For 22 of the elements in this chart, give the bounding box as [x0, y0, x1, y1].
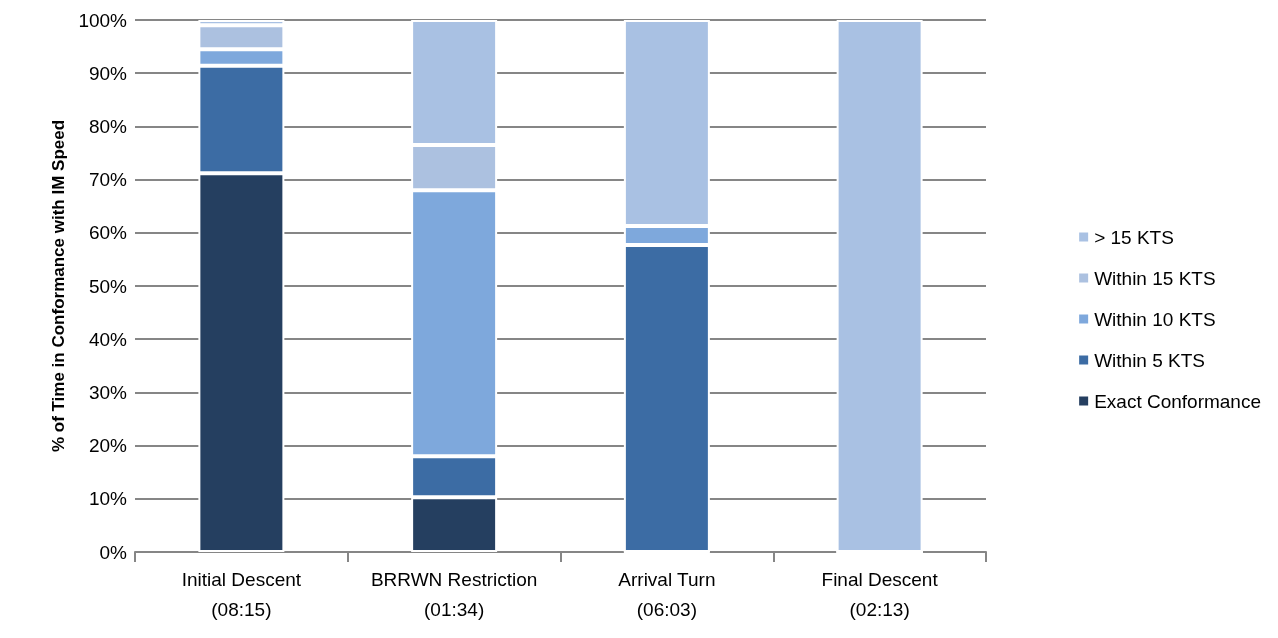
y-tick-label: 70% [88, 169, 128, 191]
y-tick-label: 10% [88, 488, 128, 510]
y-tick-label: 90% [88, 62, 128, 84]
x-tick-label: BRRWN Restriction (01:34) [370, 568, 538, 620]
legend-label: Exact Conformance [1094, 390, 1262, 412]
legend-label: Within 10 KTS [1094, 308, 1216, 330]
bar [836, 20, 923, 552]
y-tick-label: 40% [88, 328, 128, 350]
legend-label: Within 5 KTS [1094, 349, 1206, 371]
y-axis-title: % of Time in Conformance with IM Speed [49, 119, 68, 453]
x-tick-label: Arrival Turn (06:03) [618, 568, 716, 620]
y-tick-label: 60% [88, 222, 128, 244]
y-tick-label: 50% [88, 275, 128, 297]
legend-label: Within 15 KTS [1094, 267, 1216, 289]
y-tick-label: 30% [88, 381, 128, 403]
y-tick-label: 100% [78, 9, 128, 31]
x-tick-label: Final Descent (02:13) [821, 568, 939, 620]
y-tick-label: 20% [88, 435, 128, 457]
x-tick-label: Initial Descent (08:15) [181, 568, 302, 620]
y-tick-label: 0% [99, 541, 128, 563]
legend-label: > 15 KTS [1094, 226, 1174, 248]
y-tick-label: 80% [88, 115, 128, 137]
